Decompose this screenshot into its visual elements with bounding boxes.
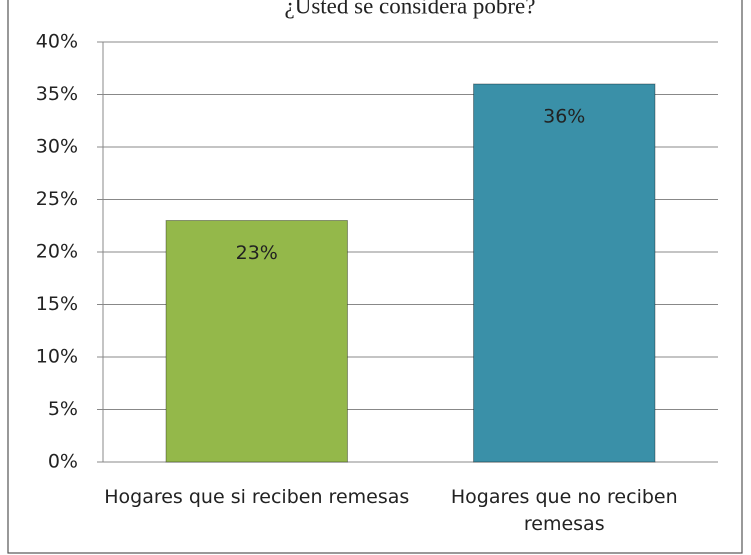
bar [165,220,348,463]
x-tick-label: Hogares que no reciben remesas [450,486,678,535]
y-tick-label: 35% [36,83,78,105]
y-tick-label: 0% [48,451,78,473]
bar [473,83,656,463]
y-tick-label: 40% [36,31,78,53]
y-tick-label: 15% [36,293,78,315]
x-tick-label: Hogares que si reciben remesas [104,486,410,508]
y-tick-label: 5% [48,398,78,420]
data-label: 23% [236,242,278,264]
y-tick-label: 30% [36,136,78,158]
y-tick-label: 10% [36,346,78,368]
chart-title: ¿Usted se considera pobre? [285,0,536,18]
data-label: 36% [543,106,585,128]
y-tick-label: 20% [36,241,78,263]
y-tick-label: 25% [36,188,78,210]
chart-frame [7,0,743,554]
